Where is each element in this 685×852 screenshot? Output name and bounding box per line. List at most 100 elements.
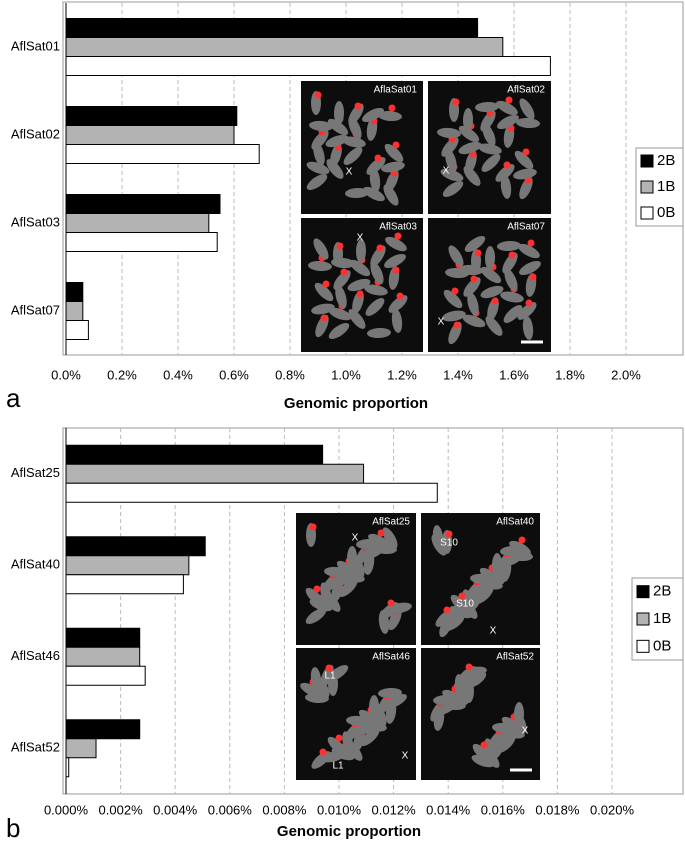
chromosome	[333, 270, 351, 290]
bar	[65, 320, 89, 340]
signal	[505, 96, 513, 104]
chromosome	[384, 253, 406, 269]
chromosome	[327, 736, 347, 756]
x-tick-label: 0.008%	[262, 802, 307, 817]
chromosome	[500, 175, 512, 199]
chromosome	[342, 136, 366, 148]
category-label: AflSat03	[11, 214, 60, 229]
chromosome	[309, 120, 333, 132]
x-tick-label: 1.0%	[331, 367, 361, 382]
chromosome	[328, 322, 350, 340]
chromosome	[516, 117, 540, 129]
chromosome	[443, 289, 463, 309]
chromosome	[310, 667, 322, 691]
signal	[396, 292, 404, 300]
chromosome	[363, 544, 385, 560]
signal	[525, 299, 533, 307]
bar	[65, 144, 260, 164]
category-label: AflSat01	[11, 38, 60, 53]
category-label: AflSat07	[11, 302, 60, 317]
x-tick-label: 0.8%	[275, 367, 305, 382]
chromosome	[347, 278, 371, 292]
chromosome	[513, 702, 525, 726]
chromosome	[497, 114, 519, 130]
chromosome	[442, 310, 466, 322]
signal	[309, 523, 317, 531]
bar	[65, 444, 324, 465]
chromosome	[519, 98, 535, 120]
legend-swatch	[636, 612, 650, 626]
inset-annotation: L1	[332, 761, 344, 772]
chromosome	[500, 291, 524, 303]
chromosome	[370, 261, 384, 285]
chromosome	[311, 303, 335, 315]
inset-title: AflSat25	[372, 517, 410, 528]
signal	[313, 585, 321, 593]
signal	[314, 91, 322, 99]
chromosome	[463, 277, 481, 297]
legend-swatch	[640, 180, 654, 194]
signal	[445, 530, 453, 538]
chromosome	[495, 164, 515, 182]
signal	[452, 98, 460, 106]
bar	[65, 56, 551, 76]
chromosome	[367, 327, 391, 339]
chromosome	[496, 100, 518, 116]
legend-swatch	[636, 639, 650, 653]
chromosome	[368, 695, 380, 719]
signal	[527, 239, 535, 247]
chart-panel: 0.000% 0.002% 0.004% 0.006% 0.008% 0.010% 0.01…	[6, 427, 684, 843]
chromosome	[441, 137, 459, 157]
chromosome	[458, 141, 482, 155]
bar	[65, 232, 218, 252]
x-tick-label: 0.000%	[44, 802, 89, 817]
category-label: AflSat52	[11, 740, 60, 755]
chromosome	[484, 246, 496, 270]
inset-title: AflSat07	[507, 222, 545, 233]
x-tick-label: 0.0%	[51, 367, 81, 382]
chromosome	[470, 573, 494, 585]
chromosome	[327, 118, 349, 136]
chromosome	[331, 257, 355, 269]
x-tick-label: 0.012%	[372, 802, 417, 817]
inset-annotation: X	[443, 166, 450, 177]
x-tick-label: 2.0%	[611, 367, 641, 382]
legend-label: 2B	[653, 583, 671, 600]
chromosome	[435, 609, 455, 627]
chromosome	[437, 127, 461, 139]
chromosome	[475, 101, 499, 113]
signal	[325, 664, 333, 672]
x-axis-title: Genomic proportion	[277, 823, 421, 840]
bar	[65, 555, 190, 576]
signal	[336, 242, 344, 250]
bar	[65, 37, 504, 57]
chromosome	[356, 538, 380, 550]
chromosome	[442, 180, 464, 198]
signal	[480, 741, 488, 749]
bar	[65, 18, 479, 38]
inset-annotation: X	[438, 317, 445, 328]
chromosome	[388, 295, 408, 313]
chromosome	[471, 754, 495, 768]
chromosome	[522, 316, 534, 340]
chart-panel: 0.0% 0.2% 0.4% 0.6% 0.8% 1.0% 1.2% 1.4% 1.6% 1.8%…	[6, 1, 684, 413]
chromosome	[433, 694, 457, 706]
inset-annotation: S10	[440, 538, 458, 549]
chromosome	[366, 157, 386, 175]
chromosome	[345, 187, 369, 199]
category-label: AflSat02	[11, 126, 60, 141]
chromosome	[362, 107, 384, 123]
x-tick-label: 0.018%	[535, 802, 580, 817]
inset-annotation: L1	[324, 671, 336, 682]
chromosome	[448, 245, 464, 267]
signal	[387, 599, 395, 607]
chromosome	[381, 161, 405, 173]
chromosome	[348, 309, 366, 329]
chromosome	[360, 728, 380, 746]
signal	[508, 251, 516, 259]
chromosome	[432, 525, 444, 549]
x-tick-label: 0.010%	[317, 802, 362, 817]
chromosome	[385, 693, 407, 709]
x-tick-label: 0.006%	[208, 802, 253, 817]
